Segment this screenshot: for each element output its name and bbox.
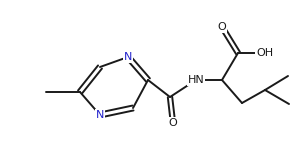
Text: OH: OH [256,48,274,58]
Text: HN: HN [188,75,204,85]
Text: O: O [169,118,177,128]
Text: N: N [124,52,132,62]
Text: N: N [96,110,104,120]
Text: O: O [218,22,226,32]
